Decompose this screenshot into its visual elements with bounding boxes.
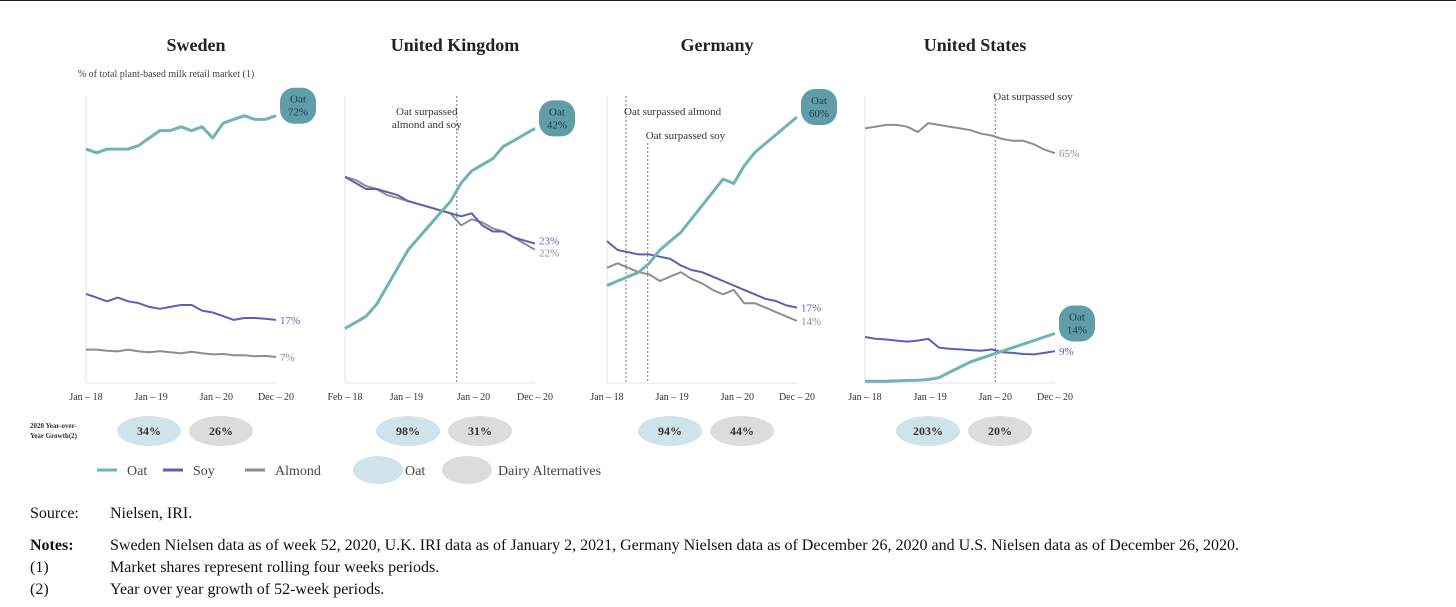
oat-growth-value: 34% — [137, 424, 161, 438]
x-tick-label: Jan – 20 — [721, 392, 754, 403]
panel-germany: Germany Jan – 18 Jan – 19 Jan – 20 Dec – 20 O… — [590, 35, 837, 446]
legend-dairy-badge-label: Dairy Alternatives — [498, 464, 601, 479]
x-tick-label: Jan – 18 — [848, 392, 881, 403]
x-tick-label: Jan – 20 — [200, 392, 233, 403]
dairy-growth-value: 44% — [730, 424, 754, 438]
legend-oat-label: Oat — [127, 464, 147, 479]
growth-label-line-1: 2020 Year-over- — [30, 422, 78, 430]
oat-growth-value: 98% — [396, 424, 420, 438]
panel-title: United Kingdom — [391, 35, 520, 55]
legend-dairy-badge-swatch — [442, 456, 492, 484]
panel-title: Sweden — [166, 35, 225, 55]
x-tick-label: Dec – 20 — [1037, 392, 1073, 403]
soy-end-label: 23% — [539, 236, 559, 248]
x-tick-label: Dec – 20 — [517, 392, 553, 403]
legend-oat-badge-swatch — [353, 456, 403, 484]
oat-series-line — [607, 117, 797, 286]
almond-end-label: 14% — [801, 316, 821, 328]
x-tick-label: Dec – 20 — [779, 392, 815, 403]
almond-end-label: 22% — [539, 248, 559, 260]
x-tick-label: Jan – 18 — [69, 392, 102, 403]
source-text: Nielsen, IRI. — [110, 505, 192, 523]
x-tick-label: Jan – 18 — [590, 392, 623, 403]
growth-label-line-2: Year Growth(2) — [30, 432, 78, 440]
oat-growth-value: 203% — [913, 424, 943, 438]
oat-growth-value: 94% — [658, 424, 682, 438]
panel-united-kingdom: United Kingdom Feb – 18 Jan – 19 Jan – 20 De… — [328, 35, 576, 446]
x-tick-label: Jan – 19 — [390, 392, 423, 403]
soy-end-label: 17% — [280, 315, 300, 327]
annotation-text: Oat surpassed almond — [624, 106, 722, 118]
oat-series-line — [86, 116, 276, 153]
dairy-growth-value: 20% — [988, 424, 1012, 438]
oat-end-label-name: Oat — [811, 95, 827, 107]
dairy-growth-value: 31% — [468, 424, 492, 438]
oat-end-label: 72% — [288, 107, 308, 119]
source-key: Source: — [30, 505, 79, 523]
subtitle: % of total plant-based milk retail marke… — [78, 69, 254, 80]
annotation-text: Oat surpassed soy — [646, 130, 726, 142]
annotation-text: Oat surpassed — [396, 106, 458, 118]
x-tick-label: Jan – 19 — [134, 392, 167, 403]
panel-united-states: United States Jan – 18 Jan – 19 Jan – 20 Dec… — [848, 35, 1095, 446]
almond-series-line — [865, 123, 1055, 153]
oat-end-label: 14% — [1067, 325, 1087, 337]
panel-sweden: Sweden % of total plant-based milk retail… — [69, 35, 316, 446]
note-1-text: Market shares represent rolling four wee… — [110, 559, 439, 577]
x-tick-label: Jan – 19 — [655, 392, 688, 403]
dairy-growth-value: 26% — [209, 424, 233, 438]
soy-series-line — [86, 294, 276, 320]
oat-end-label: 42% — [547, 119, 567, 131]
x-tick-label: Feb – 18 — [328, 392, 363, 403]
oat-end-label-name: Oat — [1069, 312, 1085, 324]
x-tick-label: Dec – 20 — [258, 392, 294, 403]
legend-almond-label: Almond — [275, 464, 321, 479]
notes-key: Notes: — [30, 537, 74, 555]
panel-title: Germany — [681, 35, 754, 55]
annotation-text: Oat surpassed soy — [993, 91, 1073, 103]
x-tick-label: Jan – 19 — [913, 392, 946, 403]
note-2-key: (2) — [30, 581, 49, 599]
oat-series-line — [345, 128, 535, 328]
soy-end-label: 9% — [1059, 346, 1074, 358]
soy-series-line — [865, 337, 1055, 354]
legend: Oat Soy Almond Oat Dairy Alternatives — [97, 456, 601, 484]
annotation-text: almond and soy — [392, 119, 462, 131]
x-tick-label: Jan – 20 — [457, 392, 490, 403]
almond-end-label: 7% — [280, 352, 295, 364]
almond-end-label: 65% — [1059, 148, 1079, 160]
oat-end-label-name: Oat — [290, 94, 306, 106]
notes-text: Sweden Nielsen data as of week 52, 2020,… — [110, 537, 1239, 555]
note-2-text: Year over year growth of 52-week periods… — [110, 581, 384, 599]
oat-end-label-name: Oat — [549, 106, 565, 118]
legend-soy-label: Soy — [193, 464, 215, 479]
panel-title: United States — [924, 35, 1027, 55]
note-1-key: (1) — [30, 559, 49, 577]
oat-end-label: 60% — [809, 108, 829, 120]
soy-end-label: 17% — [801, 303, 821, 315]
legend-oat-badge-label: Oat — [405, 464, 425, 479]
x-tick-label: Jan – 20 — [979, 392, 1012, 403]
